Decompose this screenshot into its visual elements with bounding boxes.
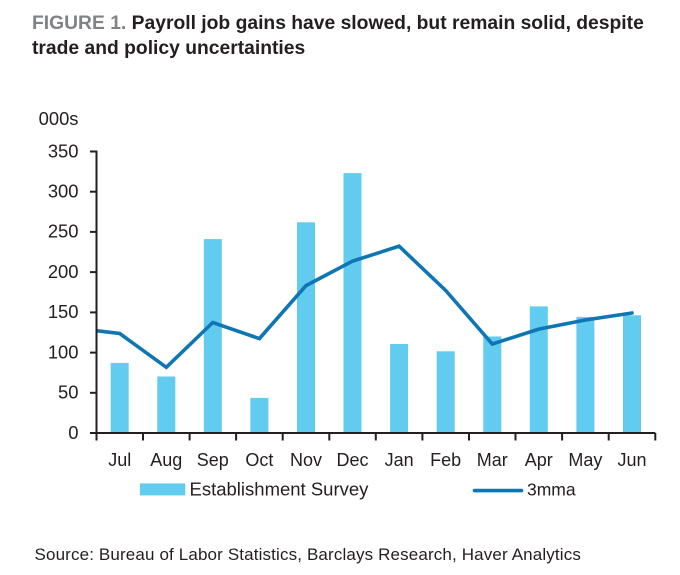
svg-text:Apr: Apr: [525, 450, 553, 470]
svg-text:150: 150: [48, 301, 79, 322]
svg-text:Aug: Aug: [150, 450, 182, 470]
svg-text:Oct: Oct: [245, 450, 273, 470]
svg-text:Mar: Mar: [477, 450, 508, 470]
svg-text:Establishment Survey: Establishment Survey: [190, 479, 370, 500]
svg-text:Jun: Jun: [617, 450, 646, 470]
svg-text:May: May: [568, 450, 602, 470]
svg-text:Feb: Feb: [430, 450, 461, 470]
svg-text:200: 200: [48, 261, 79, 282]
svg-text:50: 50: [58, 382, 78, 403]
svg-text:Jul: Jul: [108, 450, 131, 470]
svg-text:3mma: 3mma: [527, 480, 576, 500]
svg-text:000s: 000s: [39, 108, 79, 129]
svg-text:Sep: Sep: [197, 450, 229, 470]
svg-text:250: 250: [48, 221, 79, 242]
svg-text:Dec: Dec: [336, 450, 368, 470]
svg-text:Nov: Nov: [290, 450, 322, 470]
svg-text:300: 300: [48, 181, 79, 202]
svg-text:350: 350: [48, 140, 79, 161]
svg-text:100: 100: [48, 341, 79, 362]
svg-text:0: 0: [68, 422, 78, 443]
svg-text:Jan: Jan: [385, 450, 414, 470]
